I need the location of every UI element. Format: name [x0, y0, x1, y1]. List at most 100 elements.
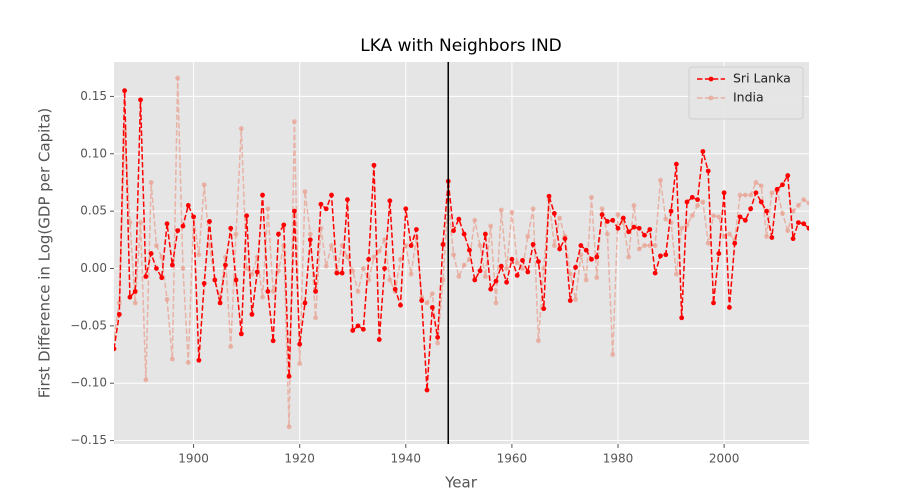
data-point: [180, 266, 186, 271]
data-point: [594, 275, 600, 281]
data-point: [451, 228, 456, 234]
data-point: [753, 190, 759, 196]
legend-label: Sri Lanka: [733, 71, 791, 86]
data-point: [599, 212, 605, 217]
data-point: [737, 192, 743, 198]
data-point: [260, 192, 265, 198]
data-point: [350, 328, 356, 333]
data-point: [647, 227, 653, 232]
data-point: [509, 209, 515, 215]
data-point: [477, 268, 483, 274]
series-line: [114, 90, 809, 391]
data-point: [785, 228, 791, 234]
data-point: [658, 177, 663, 183]
data-point: [185, 360, 191, 365]
data-point: [201, 182, 207, 188]
data-point: [461, 262, 467, 268]
data-point: [355, 323, 361, 329]
data-point: [514, 272, 520, 278]
data-point: [679, 315, 685, 321]
y-tick-label: 0.05: [80, 204, 107, 218]
data-point: [408, 271, 414, 277]
data-point: [689, 194, 695, 200]
data-point: [387, 277, 393, 283]
data-point: [196, 357, 202, 363]
data-point: [642, 232, 647, 238]
data-point: [636, 225, 642, 231]
data-point: [164, 297, 170, 302]
data-point: [567, 271, 573, 277]
data-point: [329, 243, 334, 248]
data-point: [116, 300, 122, 306]
data-point: [652, 243, 658, 248]
data-point: [520, 258, 525, 263]
data-point: [573, 264, 578, 270]
data-point: [228, 344, 234, 349]
data-point: [114, 346, 117, 352]
series-layer: [114, 75, 809, 430]
data-point: [398, 302, 403, 308]
data-point: [658, 253, 663, 259]
x-tick-label: 1900: [178, 452, 209, 466]
data-point: [493, 300, 499, 306]
data-point: [546, 193, 552, 199]
data-point: [679, 225, 685, 231]
x-tick-label: 2000: [709, 452, 740, 466]
data-point: [493, 278, 499, 284]
y-tick-label: −0.10: [70, 376, 107, 390]
data-point: [737, 214, 743, 220]
data-point: [514, 260, 520, 266]
data-point: [116, 311, 122, 317]
data-point: [727, 231, 732, 237]
data-point: [498, 207, 504, 213]
data-point: [758, 199, 764, 205]
data-point: [525, 269, 531, 275]
data-point: [583, 277, 589, 283]
data-point: [313, 315, 319, 321]
data-point: [663, 252, 669, 258]
data-point: [785, 173, 791, 178]
y-tick-label: 0.00: [80, 261, 107, 275]
data-point: [323, 263, 329, 269]
data-point: [599, 206, 605, 212]
data-point: [488, 223, 494, 229]
data-point: [228, 225, 234, 231]
data-point: [291, 119, 297, 125]
legend-label: India: [733, 90, 764, 105]
data-point: [620, 215, 626, 221]
data-point: [154, 266, 159, 271]
data-point: [297, 341, 303, 347]
data-point: [175, 75, 181, 81]
data-point: [461, 231, 467, 237]
data-point: [127, 294, 133, 300]
data-point: [610, 352, 616, 357]
data-point: [191, 214, 196, 220]
data-point: [217, 300, 223, 306]
data-point: [302, 189, 308, 195]
data-point: [440, 241, 446, 247]
data-point: [711, 300, 716, 306]
data-point: [456, 274, 462, 279]
data-point: [795, 220, 801, 226]
data-point: [663, 216, 669, 222]
data-point: [684, 199, 690, 205]
data-point: [270, 338, 276, 344]
data-point: [631, 224, 637, 230]
data-point: [429, 305, 435, 310]
data-point: [329, 192, 334, 198]
data-point: [721, 190, 727, 196]
data-point: [148, 180, 154, 185]
x-tick-label: 1960: [497, 452, 528, 466]
data-point: [164, 221, 170, 227]
data-point: [414, 227, 419, 232]
data-point: [536, 338, 541, 344]
data-point: [244, 213, 250, 219]
data-point: [233, 277, 239, 283]
data-point: [260, 294, 265, 300]
data-point: [695, 202, 700, 208]
data-point: [212, 277, 218, 283]
data-point: [562, 236, 568, 242]
data-point: [636, 246, 642, 252]
data-point: [138, 220, 143, 226]
